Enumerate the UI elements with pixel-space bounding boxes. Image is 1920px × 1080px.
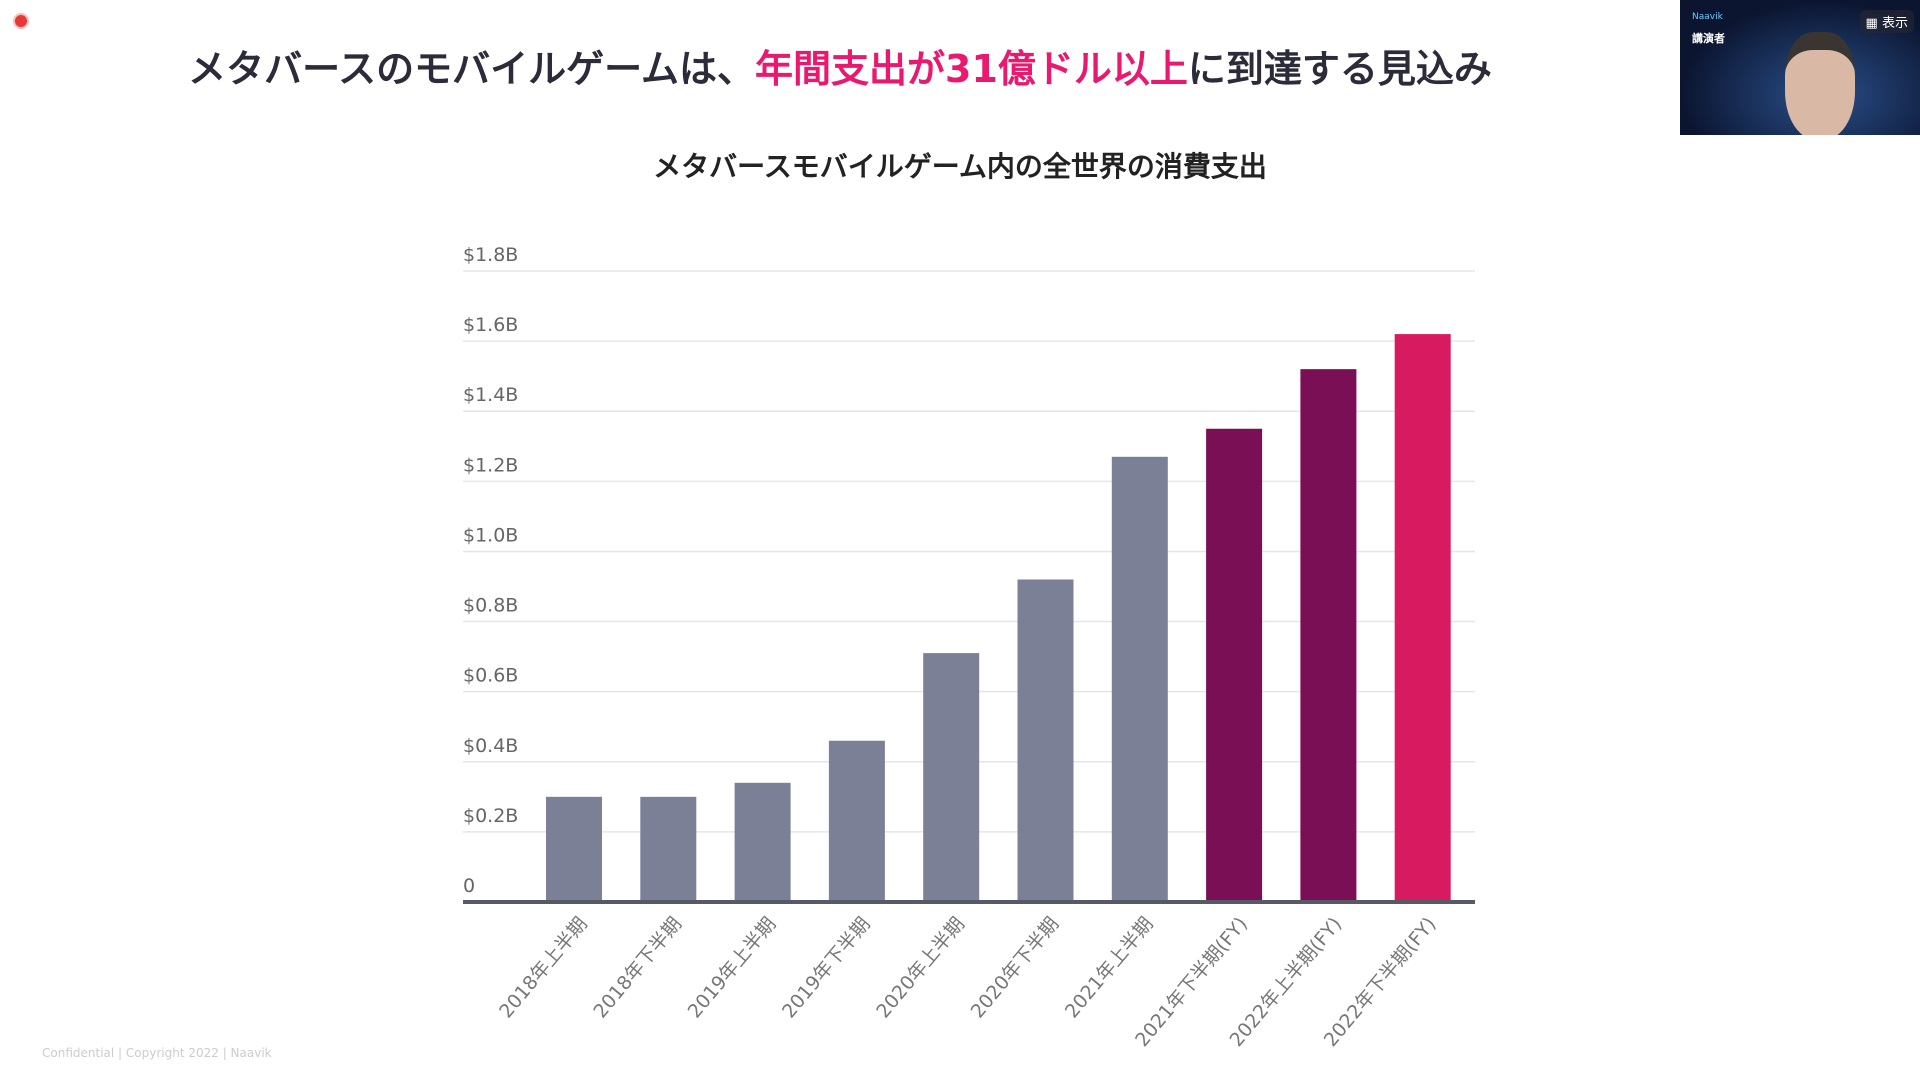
bar bbox=[828, 740, 885, 902]
y-tick-label: $1.6B bbox=[463, 314, 518, 336]
y-tick-label: $0.6B bbox=[463, 665, 518, 687]
y-tick-label: $1.4B bbox=[463, 384, 518, 406]
title-text: メタバースのモバイルゲームは、 bbox=[188, 47, 756, 91]
title-text-end: に到達する見込み bbox=[1187, 47, 1492, 91]
y-tick-label: 0 bbox=[463, 875, 475, 897]
y-tick-label: $1.0B bbox=[463, 524, 518, 546]
video-brand-label: Naavik bbox=[1692, 12, 1723, 22]
x-tick-label: 2018年上半期 bbox=[495, 913, 592, 1022]
speaker-name: 講演者 bbox=[1692, 32, 1725, 45]
x-tick-label: 2018年下半期 bbox=[589, 913, 686, 1022]
bar bbox=[546, 796, 602, 902]
y-tick-label: $0.8B bbox=[463, 595, 518, 617]
film-icon: ▦ bbox=[1865, 16, 1878, 31]
y-tick-label: $0.2B bbox=[463, 805, 518, 827]
speaker-video[interactable]: Naavik 講演者 ▦ 表示 bbox=[1680, 0, 1920, 135]
show-button-label: 表示 bbox=[1881, 16, 1908, 31]
title-highlight: 年間支出が31億ドル以上 bbox=[755, 47, 1188, 91]
bar bbox=[1206, 428, 1263, 902]
footer-text: Confidential | Copyright 2022 | Naavik bbox=[42, 1046, 272, 1060]
y-tick-label: $1.2B bbox=[463, 454, 518, 476]
y-tick-label: $1.8B bbox=[463, 244, 518, 266]
show-button[interactable]: ▦ 表示 bbox=[1859, 10, 1914, 33]
slide-title: メタバースのモバイルゲームは、年間支出が31億ドル以上に到達する見込み bbox=[0, 38, 1680, 93]
x-tick-label: 2021年上半期 bbox=[1061, 913, 1158, 1022]
chart-title: メタバースモバイルゲーム内の全世界の消費支出 bbox=[653, 150, 1267, 183]
x-tick-label: 2020年下半期 bbox=[967, 913, 1064, 1022]
recording-indicator-icon bbox=[13, 13, 29, 29]
x-tick-label: 2019年上半期 bbox=[684, 913, 781, 1022]
speaker-avatar bbox=[1785, 32, 1855, 135]
bar bbox=[734, 782, 791, 902]
bar bbox=[923, 653, 980, 902]
bar bbox=[1300, 369, 1357, 903]
bar bbox=[1394, 334, 1451, 903]
bar bbox=[1017, 579, 1074, 902]
x-tick-label: 2019年下半期 bbox=[778, 913, 875, 1022]
bar bbox=[1111, 456, 1168, 902]
y-tick-label: $0.4B bbox=[463, 735, 518, 757]
x-tick-label: 2020年上半期 bbox=[872, 913, 969, 1022]
bar bbox=[640, 796, 697, 902]
